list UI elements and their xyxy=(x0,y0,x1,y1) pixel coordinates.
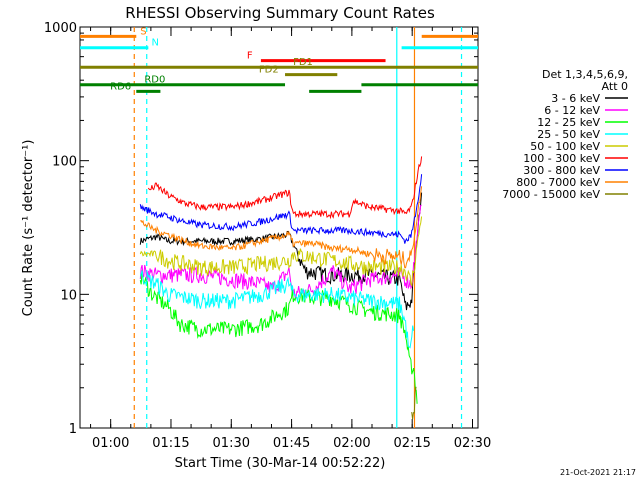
series-line-6 xyxy=(139,174,423,244)
flag-label-s: S xyxy=(140,26,146,37)
legend-label: 800 - 7000 keV xyxy=(516,176,600,189)
legend-label: 7000 - 15000 keV xyxy=(502,188,600,201)
flag-label-f: F xyxy=(247,51,253,62)
flag-label-rd0: RD0 xyxy=(144,75,165,86)
series-line-4 xyxy=(139,216,423,288)
y-tick-label: 100 xyxy=(52,155,77,170)
x-tick-label: 01:45 xyxy=(273,436,310,451)
y-axis-label: Count Rate (s⁻¹ detector⁻¹) xyxy=(21,140,36,317)
x-tick-label: 02:30 xyxy=(454,436,491,451)
x-tick-label: 02:15 xyxy=(393,436,430,451)
legend-header-line: Det 1,3,4,5,6,9, xyxy=(542,68,628,81)
chart-title: RHESSI Observing Summary Count Rates xyxy=(125,4,435,22)
footer-timestamp: 21-Oct-2021 21:17 xyxy=(560,468,636,477)
legend-label: 3 - 6 keV xyxy=(551,92,600,105)
legend-header-line: Att 0 xyxy=(602,80,628,93)
legend-label: 100 - 300 keV xyxy=(523,152,600,165)
flag-label-fd2: FD2 xyxy=(259,65,279,76)
legend-label: 25 - 50 keV xyxy=(537,128,600,141)
legend-label: 12 - 25 keV xyxy=(537,116,600,129)
flag-label-fd1: FD1 xyxy=(293,57,313,68)
series-line-2 xyxy=(139,270,418,404)
flag-label-rd6: RD6 xyxy=(110,81,131,92)
x-axis-label: Start Time (30-Mar-14 00:52:22) xyxy=(175,456,386,471)
x-tick-label: 01:15 xyxy=(152,436,189,451)
x-tick-label: 01:00 xyxy=(92,436,129,451)
series-line-8 xyxy=(411,386,417,420)
y-tick-label: 10 xyxy=(60,288,77,303)
x-tick-label: 01:30 xyxy=(213,436,250,451)
x-tick-label: 02:00 xyxy=(333,436,370,451)
y-tick-label: 1000 xyxy=(44,21,77,36)
series-line-7 xyxy=(140,186,423,269)
series-line-1 xyxy=(139,204,422,299)
legend-label: 50 - 100 keV xyxy=(530,140,600,153)
legend-label: 6 - 12 keV xyxy=(544,104,600,117)
y-tick-label: 1 xyxy=(69,422,77,437)
plot-frame xyxy=(79,26,479,429)
series-line-3 xyxy=(139,270,415,349)
series-line-5 xyxy=(147,156,423,220)
legend-label: 300 - 800 keV xyxy=(523,164,600,177)
plot-area: 1 10 100 1000 01:00 01:15 01:30 01:45 02:00 02:15… xyxy=(44,21,491,451)
flag-label-n: N xyxy=(152,38,159,49)
